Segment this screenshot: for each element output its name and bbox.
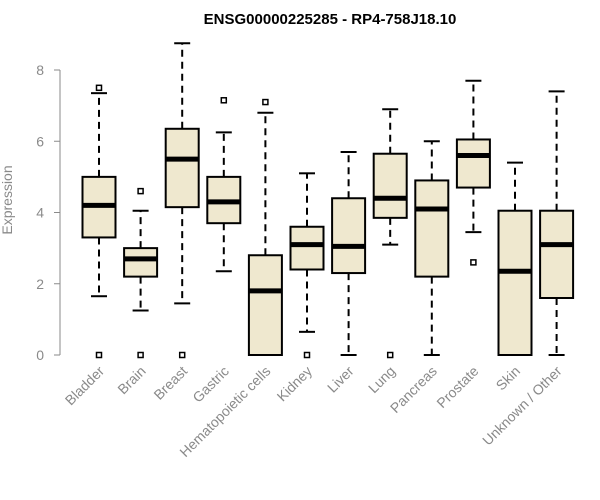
box-breast: [164, 42, 200, 359]
outlier-point: [95, 84, 103, 92]
x-tick-label: Prostate: [433, 363, 481, 411]
y-tick-label: 4: [36, 205, 44, 221]
outlier-point: [220, 97, 228, 104]
y-tick-label: 6: [36, 133, 44, 149]
outlier-point: [137, 351, 144, 359]
box-iqr: [497, 209, 533, 356]
box-skin: [497, 161, 533, 356]
box-pancreas: [414, 140, 450, 356]
x-tick-label: Bladder: [62, 363, 108, 409]
box-hematopoietic-cells: [247, 98, 283, 356]
x-tick-label: Breast: [150, 363, 190, 403]
box-iqr: [289, 225, 325, 271]
x-tick-label: Brain: [114, 363, 148, 397]
box-kidney: [289, 172, 325, 359]
y-tick-label: 0: [36, 347, 44, 363]
boxes-group: [81, 42, 575, 359]
box-prostate: [455, 79, 491, 266]
box-gastric: [206, 97, 242, 273]
box-liver: [331, 150, 367, 356]
box-iqr: [331, 197, 367, 275]
y-tick-label: 8: [36, 62, 44, 78]
outlier-point: [386, 351, 394, 359]
outlier-point: [303, 351, 311, 359]
outlier-point: [178, 351, 186, 359]
box-iqr: [247, 254, 283, 356]
x-tick-label: Skin: [493, 363, 524, 394]
outlier-point: [95, 351, 103, 359]
box-unknown-other: [539, 90, 575, 356]
x-tick-label: Liver: [324, 363, 357, 396]
chart-title: ENSG00000225285 - RP4-758J18.10: [204, 11, 457, 28]
outlier-point: [137, 187, 144, 195]
box-iqr: [455, 138, 491, 189]
x-tick-label: Kidney: [274, 363, 316, 405]
box-iqr: [414, 179, 450, 278]
y-tick-label: 2: [36, 276, 44, 292]
box-iqr: [123, 247, 159, 278]
box-iqr: [164, 127, 200, 209]
box-iqr: [539, 209, 575, 299]
box-iqr: [372, 152, 408, 219]
outlier-point: [470, 259, 477, 266]
x-tick-label: Unknown / Other: [479, 363, 565, 449]
y-axis: 0 2 4 6 8: [36, 62, 61, 363]
box-bladder: [81, 84, 117, 359]
outlier-point: [262, 98, 269, 106]
x-tick-label: Lung: [365, 363, 398, 396]
box-brain: [123, 187, 159, 359]
box-lung: [372, 108, 408, 359]
y-axis-title: Expression: [0, 165, 15, 234]
